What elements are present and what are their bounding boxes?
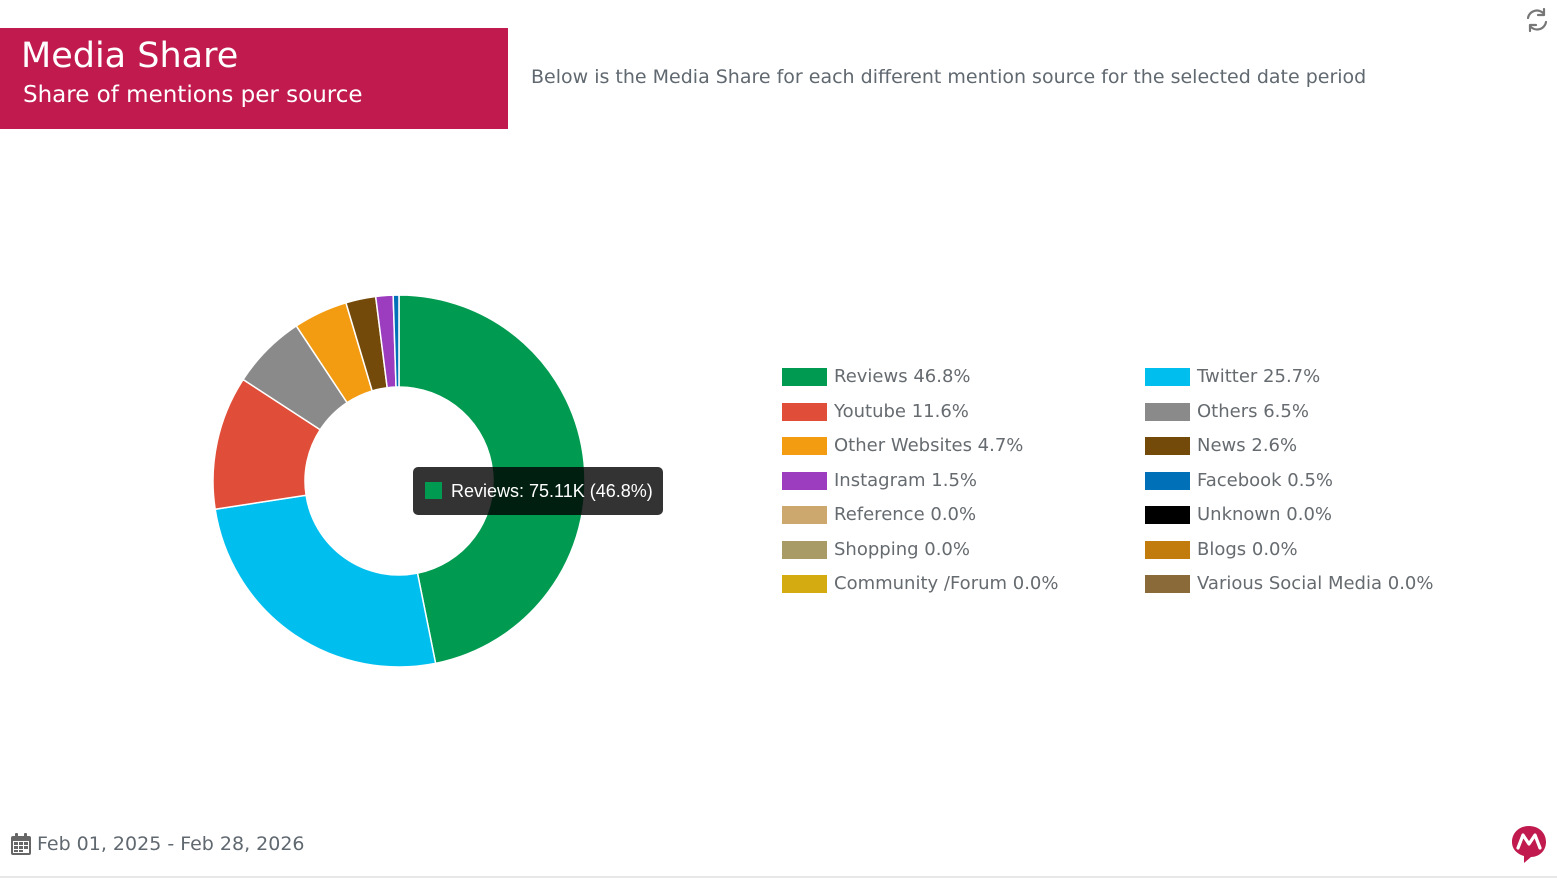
legend-label: Community /Forum 0.0% [834,573,1059,594]
legend-swatch [782,402,827,421]
chart-description: Below is the Media Share for each differ… [531,66,1367,88]
legend-swatch [782,471,827,490]
legend-swatch [782,540,827,559]
legend-label: Reference 0.0% [834,504,977,525]
legend-swatch [1145,506,1190,524]
legend-label: News 2.6% [1197,435,1298,456]
legend-swatch [782,368,827,386]
legend-swatch [782,575,827,593]
legend-swatch [1145,471,1190,490]
donut-slice-reviews[interactable] [398,294,586,665]
legend-label: Instagram 1.5% [834,469,978,491]
legend-label: Various Social Media 0.0% [1197,573,1434,594]
legend-swatch [1145,540,1190,559]
tooltip-swatch [425,482,442,499]
legend-swatch [782,506,827,524]
legend-swatch [1145,575,1190,593]
legend-label: Others 6.5% [1197,400,1309,422]
legend-swatch [1145,368,1190,386]
donut-slice-twitter[interactable] [214,494,437,668]
legend-label: Other Websites 4.7% [834,435,1024,456]
legend-swatch [782,437,827,455]
legend-label: Reviews 46.8% [834,366,971,387]
chart-tooltip: Reviews: 75.11K (46.8%) [413,467,663,515]
tooltip-text: Reviews: 75.11K (46.8%) [451,481,653,501]
legend-label: Blogs 0.0% [1197,538,1298,560]
calendar-icon [11,833,31,855]
refresh-icon-svg [1526,7,1548,33]
page-subtitle: Share of mentions per source [23,82,363,108]
donut-slice-facebook[interactable] [392,294,400,388]
chart-legend: Reviews 46.8% Twitter 25.7% Youtube 11.6% O… [782,360,1482,610]
date-range-text: Feb 01, 2025 - Feb 28, 2026 [37,833,305,855]
legend-label: Facebook 0.5% [1197,469,1334,491]
legend-label: Shopping 0.0% [834,538,970,560]
legend-swatch [1145,402,1190,421]
header-banner: Media Share Share of mentions per source [0,28,508,129]
legend-label: Youtube 11.6% [834,400,969,422]
donut-chart [212,294,586,668]
legend-swatch [1145,437,1190,455]
legend-label: Unknown 0.0% [1197,504,1333,525]
bottom-divider [0,876,1557,878]
page-title: Media Share [21,36,239,76]
refresh-icon[interactable] [1523,6,1551,34]
legend-label: Twitter 25.7% [1197,366,1321,387]
brand-logo-icon [1512,826,1546,863]
